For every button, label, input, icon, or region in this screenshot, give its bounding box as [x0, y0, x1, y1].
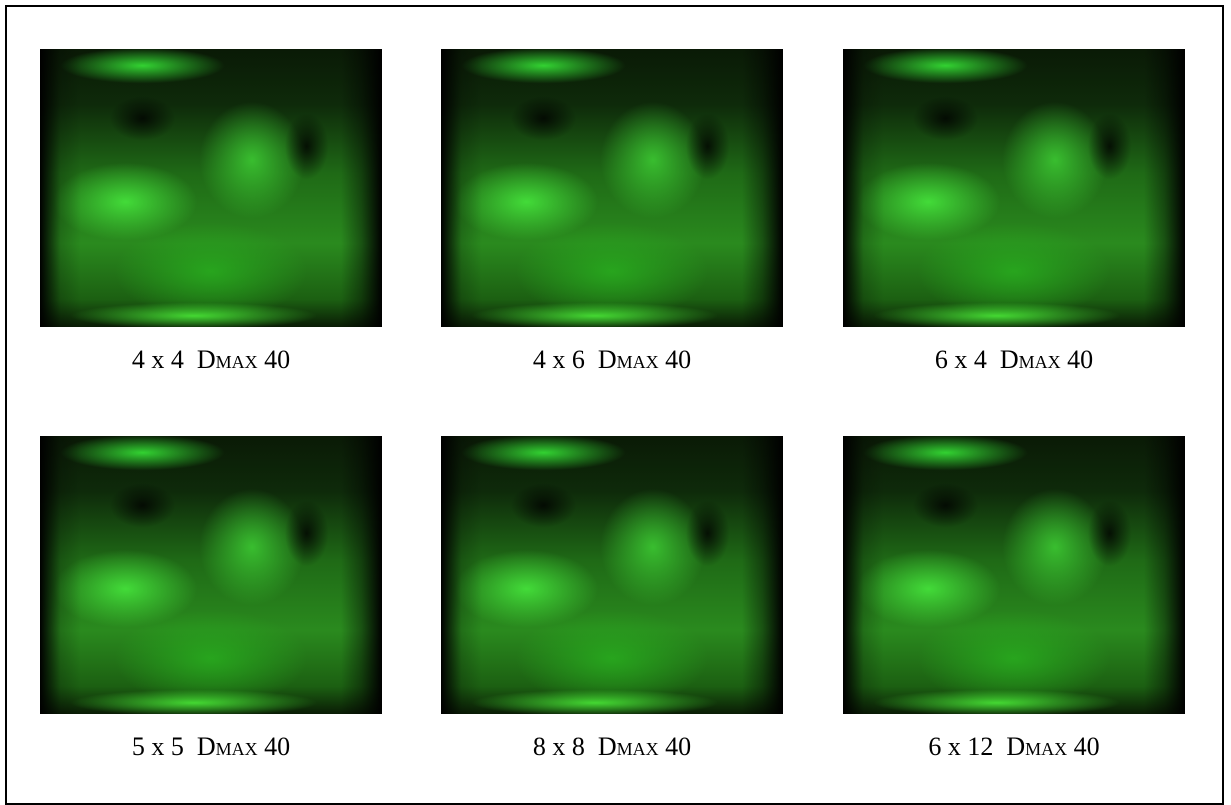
- parameter-value: 40: [264, 345, 290, 374]
- figure-cell: 4 x 4 Dmax 40: [40, 49, 382, 375]
- parameter-name: Dmax: [598, 345, 659, 374]
- disparity-map: [441, 49, 783, 327]
- disparity-map: [40, 49, 382, 327]
- figure-cell: 5 x 5 Dmax 40: [40, 436, 382, 762]
- parameter-value: 40: [665, 732, 691, 761]
- caption: 4 x 4 Dmax 40: [40, 345, 382, 375]
- parameter-value: 40: [665, 345, 691, 374]
- caption: 4 x 6 Dmax 40: [441, 345, 783, 375]
- window-size: 6 x 12: [928, 732, 993, 761]
- page: (() => { const data = JSON.parse(documen…: [0, 0, 1231, 797]
- parameter-name: Dmax: [197, 345, 258, 374]
- parameter-name: Dmax: [1000, 345, 1061, 374]
- disparity-map: [441, 436, 783, 714]
- disparity-map: [843, 436, 1185, 714]
- parameter-name: Dmax: [1006, 732, 1067, 761]
- window-size: 6 x 4: [935, 345, 987, 374]
- window-size: 4 x 6: [533, 345, 585, 374]
- disparity-map: [40, 436, 382, 714]
- disparity-map: [843, 49, 1185, 327]
- figure-cell: 8 x 8 Dmax 40: [441, 436, 783, 762]
- caption: 6 x 12 Dmax 40: [843, 732, 1185, 762]
- parameter-name: Dmax: [598, 732, 659, 761]
- window-size: 8 x 8: [533, 732, 585, 761]
- window-size: 5 x 5: [132, 732, 184, 761]
- parameter-name: Dmax: [197, 732, 258, 761]
- parameter-value: 40: [264, 732, 290, 761]
- figure-cell: 6 x 12 Dmax 40: [843, 436, 1185, 762]
- caption: 6 x 4 Dmax 40: [843, 345, 1185, 375]
- figure-cell: 6 x 4 Dmax 40: [843, 49, 1185, 375]
- figure-cell: 4 x 6 Dmax 40: [441, 49, 783, 375]
- caption: 8 x 8 Dmax 40: [441, 732, 783, 762]
- caption: 5 x 5 Dmax 40: [40, 732, 382, 762]
- window-size: 4 x 4: [132, 345, 184, 374]
- parameter-value: 40: [1074, 732, 1100, 761]
- parameter-value: 40: [1067, 345, 1093, 374]
